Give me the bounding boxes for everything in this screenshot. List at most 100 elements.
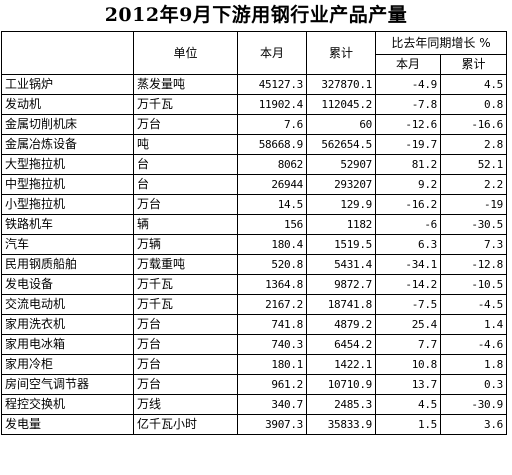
month-value-cell: 740.3 xyxy=(237,334,307,355)
product-name-cell: 家用电冰箱 xyxy=(1,334,134,355)
header-cumulative: 累计 xyxy=(306,31,376,75)
table-row: 家用洗衣机 万台 741.8 4879.2 25.4 1.4 xyxy=(1,314,507,335)
unit-cell: 亿千瓦小时 xyxy=(133,414,238,435)
unit-cell: 万辆 xyxy=(133,234,238,255)
page-title: 2012年9月下游用钢行业产品产量 xyxy=(104,4,408,26)
month-value-cell: 180.1 xyxy=(237,354,307,375)
unit-cell: 万线 xyxy=(133,394,238,415)
cumulative-value-cell: 327870.1 xyxy=(306,74,376,95)
yoy-month-cell: -6 xyxy=(375,214,441,235)
yoy-cumulative-cell: 2.8 xyxy=(440,134,507,155)
yoy-month-cell: 81.2 xyxy=(375,154,441,175)
unit-cell: 万千瓦 xyxy=(133,294,238,315)
table-row: 铁路机车辆 156 1182 -6 -30.5 xyxy=(1,214,507,235)
header-yoy-month: 本月 xyxy=(375,54,441,75)
yoy-month-cell: -14.2 xyxy=(375,274,441,295)
product-name-cell: 金属冶炼设备 xyxy=(1,134,134,155)
table-row: 工业锅炉 蒸发量吨 45127.3 327870.1 -4.9 4.5 xyxy=(1,74,507,95)
month-value-cell: 26944 xyxy=(237,174,307,195)
unit-cell: 台 xyxy=(133,154,238,175)
yoy-month-cell: -7.8 xyxy=(375,94,441,115)
unit-cell: 台 xyxy=(133,174,238,195)
unit-cell: 万台 xyxy=(133,194,238,215)
unit-cell: 辆 xyxy=(133,214,238,235)
month-value-cell: 45127.3 xyxy=(237,74,307,95)
cumulative-value-cell: 18741.8 xyxy=(306,294,376,315)
product-name-cell: 发电设备 xyxy=(1,274,134,295)
yoy-month-cell: 7.7 xyxy=(375,334,441,355)
yoy-cumulative-cell: 0.8 xyxy=(440,94,507,115)
yoy-cumulative-cell: 2.2 xyxy=(440,174,507,195)
unit-cell: 蒸发量吨 xyxy=(133,74,238,95)
product-name-cell: 工业锅炉 xyxy=(1,74,134,95)
month-value-cell: 156 xyxy=(237,214,307,235)
cumulative-value-cell: 60 xyxy=(306,114,376,135)
table-row: 发电量 亿千瓦小时 3907.3 35833.9 1.5 3.6 xyxy=(1,414,507,435)
yoy-month-cell: -19.7 xyxy=(375,134,441,155)
yoy-month-cell: 6.3 xyxy=(375,234,441,255)
product-name-cell: 民用钢质船舶 xyxy=(1,254,134,275)
cumulative-value-cell: 1182 xyxy=(306,214,376,235)
product-name-cell: 中型拖拉机 xyxy=(1,174,134,195)
month-value-cell: 741.8 xyxy=(237,314,307,335)
product-name-cell: 铁路机车 xyxy=(1,214,134,235)
cumulative-value-cell: 5431.4 xyxy=(306,254,376,275)
yoy-month-cell: 9.2 xyxy=(375,174,441,195)
yoy-cumulative-cell: -19 xyxy=(440,194,507,215)
cumulative-value-cell: 2485.3 xyxy=(306,394,376,415)
yoy-month-cell: 13.7 xyxy=(375,374,441,395)
yoy-month-cell: -16.2 xyxy=(375,194,441,215)
yoy-month-cell: -12.6 xyxy=(375,114,441,135)
cumulative-value-cell: 129.9 xyxy=(306,194,376,215)
table-row: 家用电冰箱 万台 740.3 6454.2 7.7 -4.6 xyxy=(1,334,507,355)
product-name-cell: 程控交换机 xyxy=(1,394,134,415)
table-row: 发动机 万千瓦 11902.4 112045.2 -7.8 0.8 xyxy=(1,94,507,115)
month-value-cell: 8062 xyxy=(237,154,307,175)
unit-cell: 万台 xyxy=(133,334,238,355)
cumulative-value-cell: 9872.7 xyxy=(306,274,376,295)
unit-cell: 吨 xyxy=(133,134,238,155)
table-row: 程控交换机 万线 340.7 2485.3 4.5 -30.9 xyxy=(1,394,507,415)
product-name-cell: 小型拖拉机 xyxy=(1,194,134,215)
cumulative-value-cell: 52907 xyxy=(306,154,376,175)
table-row: 金属切削机床 万台 7.6 60 -12.6 -16.6 xyxy=(1,114,507,135)
month-value-cell: 14.5 xyxy=(237,194,307,215)
production-table: 单位 本月 累计 比去年同期增长 % 本月 累计 工业锅炉 蒸发量吨 45127.3… xyxy=(1,31,507,435)
month-value-cell: 3907.3 xyxy=(237,414,307,435)
month-value-cell: 2167.2 xyxy=(237,294,307,315)
table-row: 家用冷柜 万台 180.1 1422.1 10.8 1.8 xyxy=(1,354,507,375)
yoy-month-cell: -4.9 xyxy=(375,74,441,95)
month-value-cell: 340.7 xyxy=(237,394,307,415)
yoy-cumulative-cell: 0.3 xyxy=(440,374,507,395)
yoy-month-cell: 10.8 xyxy=(375,354,441,375)
product-name-cell: 交流电动机 xyxy=(1,294,134,315)
cumulative-value-cell: 112045.2 xyxy=(306,94,376,115)
month-value-cell: 7.6 xyxy=(237,114,307,135)
product-name-cell: 发动机 xyxy=(1,94,134,115)
table-row: 大型拖拉机台 8062 52907 81.2 52.1 xyxy=(1,154,507,175)
yoy-cumulative-cell: 7.3 xyxy=(440,234,507,255)
yoy-cumulative-cell: -4.6 xyxy=(440,334,507,355)
yoy-cumulative-cell: -30.9 xyxy=(440,394,507,415)
cumulative-value-cell: 293207 xyxy=(306,174,376,195)
table-row: 房间空气调节器 万台 961.2 10710.9 13.7 0.3 xyxy=(1,374,507,395)
header-unit: 单位 xyxy=(133,31,238,75)
yoy-cumulative-cell: 52.1 xyxy=(440,154,507,175)
product-name-cell: 家用洗衣机 xyxy=(1,314,134,335)
yoy-cumulative-cell: 1.4 xyxy=(440,314,507,335)
table-body: 工业锅炉 蒸发量吨 45127.3 327870.1 -4.9 4.5 发动机 万千瓦 1190… xyxy=(1,74,507,435)
product-name-cell: 房间空气调节器 xyxy=(1,374,134,395)
header-blank xyxy=(1,31,134,75)
month-value-cell: 11902.4 xyxy=(237,94,307,115)
table-row: 金属冶炼设备吨 58668.9 562654.5 -19.7 2.8 xyxy=(1,134,507,155)
unit-cell: 万千瓦 xyxy=(133,274,238,295)
month-value-cell: 58668.9 xyxy=(237,134,307,155)
header-yoy-cumulative: 累计 xyxy=(440,54,507,75)
unit-cell: 万载重吨 xyxy=(133,254,238,275)
product-name-cell: 汽车 xyxy=(1,234,134,255)
yoy-month-cell: 25.4 xyxy=(375,314,441,335)
table-row: 小型拖拉机 万台 14.5 129.9 -16.2 -19 xyxy=(1,194,507,215)
unit-cell: 万台 xyxy=(133,354,238,375)
yoy-cumulative-cell: -12.8 xyxy=(440,254,507,275)
yoy-cumulative-cell: -10.5 xyxy=(440,274,507,295)
